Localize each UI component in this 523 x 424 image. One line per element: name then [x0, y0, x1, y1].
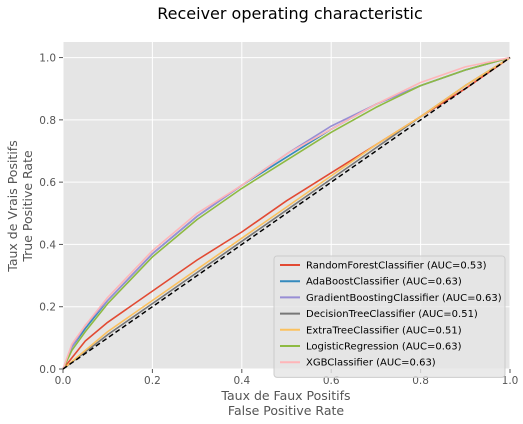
y-tick-label: 0.2	[39, 302, 56, 314]
legend: RandomForestClassifier (AUC=0.53) AdaBoos…	[273, 255, 506, 378]
series-line-4	[62, 56, 511, 370]
x-axis-label-line2: False Positive Rate	[228, 403, 344, 418]
y-tick-label: 0.6	[39, 177, 56, 189]
x-axis-label-line1: Taux de Faux Positifs	[220, 388, 350, 403]
legend-box	[273, 255, 506, 378]
chart-title: Receiver operating characteristic	[157, 4, 423, 23]
y-tick-label: 1.0	[39, 53, 56, 65]
y-tick-label: 0.0	[39, 364, 56, 376]
x-tick-label: 0.6	[323, 375, 340, 387]
legend-label-2: GradientBoostingClassifier (AUC=0.63)	[306, 293, 502, 304]
legend-label-1: AdaBoostClassifier (AUC=0.63)	[306, 277, 462, 288]
legend-label-5: LogisticRegression (AUC=0.63)	[306, 342, 462, 353]
grid	[62, 42, 511, 370]
x-tick-label: 0.4	[233, 375, 250, 387]
y-axis-label-line2: True Positive Rate	[20, 150, 35, 263]
y-ticks: 0.0 0.2 0.4 0.6 0.8 1.0	[39, 53, 63, 376]
series-lines	[62, 56, 511, 370]
x-ticks: 0.0 0.2 0.4 0.6 0.8 1.0	[55, 369, 519, 387]
legend-label-6: XGBClassifier (AUC=0.63)	[306, 358, 436, 369]
x-tick-label: 1.0	[502, 375, 519, 387]
legend-label-4: ExtraTreeClassifier (AUC=0.51)	[306, 325, 462, 336]
series-line-5	[62, 56, 511, 370]
y-axis-label-line1: Taux de Vrais Positifs	[5, 140, 20, 272]
legend-label-0: RandomForestClassifier (AUC=0.53)	[306, 261, 487, 272]
x-tick-label: 0.0	[55, 375, 72, 387]
x-tick-label: 0.8	[412, 375, 429, 387]
diagonal-reference-line	[62, 56, 511, 370]
x-tick-label: 0.2	[144, 375, 161, 387]
y-tick-label: 0.4	[39, 239, 56, 251]
series-line-6	[62, 56, 511, 370]
y-tick-label: 0.8	[39, 115, 56, 127]
legend-label-3: DecisionTreeClassifier (AUC=0.51)	[306, 309, 478, 320]
